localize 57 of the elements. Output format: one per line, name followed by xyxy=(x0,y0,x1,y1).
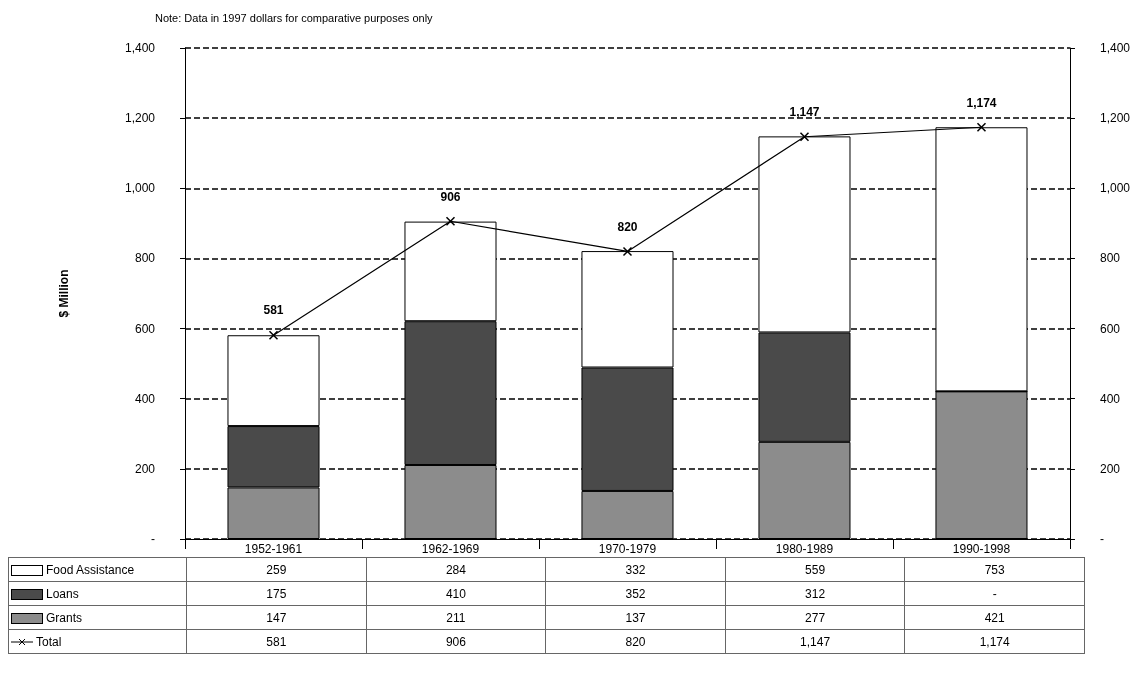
y-tick-label: 1,200 xyxy=(124,111,156,126)
legend-label: Grants xyxy=(46,610,83,625)
data-label: 147 xyxy=(186,605,367,630)
y2-tick-label: - xyxy=(1099,532,1104,546)
data-label: 332 xyxy=(545,557,726,582)
text: 1,174 xyxy=(966,95,997,110)
y2-tick-label: 800 xyxy=(1099,251,1121,266)
data-label: 581 xyxy=(186,629,367,654)
point xyxy=(268,330,279,340)
x-tick-label: 1980-1989 xyxy=(775,542,834,556)
text: 581 xyxy=(263,303,284,318)
data-label: 906 xyxy=(366,629,546,654)
legend-label: Loans xyxy=(46,586,79,601)
point xyxy=(622,246,633,257)
data-label: 753 xyxy=(904,557,1085,582)
data-label: 211 xyxy=(366,605,546,630)
y2-tick-label: 1,400 xyxy=(1099,41,1131,55)
y-tick-label: 400 xyxy=(134,391,156,406)
data-label: 284 xyxy=(366,557,546,582)
data-label: 175 xyxy=(186,581,367,606)
data-label: 352 xyxy=(545,581,726,606)
data-label: 559 xyxy=(725,557,905,582)
y-tick-label: 200 xyxy=(134,461,156,476)
y2-tick-label: 1,200 xyxy=(1099,111,1131,126)
x-tick-label: 1952-1961 xyxy=(244,542,303,556)
data-label: 410 xyxy=(366,581,546,606)
x-tick-label: 1970-1979 xyxy=(598,542,657,556)
legend-label: Total xyxy=(36,634,62,649)
data-label: 277 xyxy=(725,605,905,630)
point xyxy=(445,216,456,226)
point xyxy=(799,131,810,142)
data-label: 259 xyxy=(186,557,367,582)
y-axis-title: $ Million xyxy=(57,269,71,318)
data-label: 421 xyxy=(904,605,1085,630)
text: 1,147 xyxy=(789,104,820,119)
y2-tick-label: 400 xyxy=(1099,391,1121,406)
data-label: - xyxy=(904,581,1085,606)
y-tick-label: 1,000 xyxy=(124,181,156,196)
point xyxy=(976,122,987,133)
y2-tick-label: 200 xyxy=(1099,461,1121,476)
y-tick-label: - xyxy=(151,532,155,546)
y2-tick-label: 1,000 xyxy=(1099,181,1131,196)
legend-label: Food Assistance xyxy=(46,562,135,577)
data-label: 1,147 xyxy=(725,629,905,654)
text: 906 xyxy=(440,189,461,204)
data-label: 1,174 xyxy=(904,629,1085,654)
data-label: 312 xyxy=(725,581,905,606)
text: Note: Data in 1997 dollars for comparative purposes only xyxy=(155,11,434,24)
y-tick-label: 600 xyxy=(134,321,156,336)
data-label: 820 xyxy=(545,629,726,654)
y-tick-label: 1,400 xyxy=(124,41,156,55)
y-tick-label: 800 xyxy=(134,251,156,266)
x-tick-label: 1990-1998 xyxy=(952,542,1011,556)
x-tick-label: 1962-1969 xyxy=(421,542,480,556)
text: 820 xyxy=(617,219,638,234)
data-label: 137 xyxy=(545,605,726,630)
y2-tick-label: 600 xyxy=(1099,321,1121,336)
